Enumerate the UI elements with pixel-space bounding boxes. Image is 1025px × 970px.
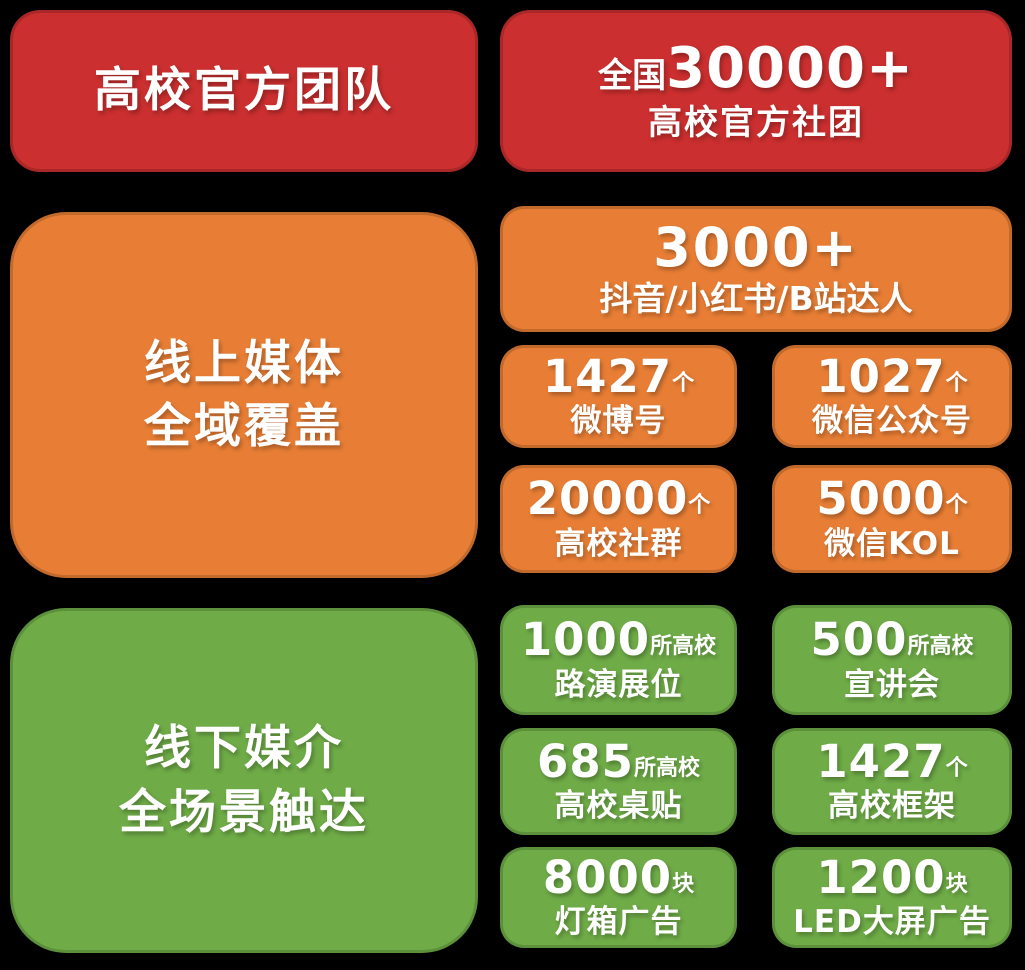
stat-label: 高校桌贴 [554,788,683,825]
stat-number-line: 1000所高校 [521,616,716,663]
stat-number-line: 20000个 [527,475,711,522]
stat-number: 1000 [520,613,651,667]
stat-card-lightbox-ads: 8000块 灯箱广告 [500,847,737,948]
stat-number-line: 1427个 [543,353,694,400]
stat-card-wechat-kol: 5000个 微信KOL [772,465,1012,573]
stat-card-campus-groups: 20000个 高校社群 [500,465,737,573]
stat-number: 1427 [542,349,673,403]
stat-number: 500 [810,613,908,667]
stat-unit: 个 [688,493,711,519]
stat-card-led-screen-ads: 1200块 LED大屏广告 [772,847,1012,948]
stat-card-info-session: 500所高校 宣讲会 [772,605,1012,715]
stat-label: 微信公众号 [812,403,972,440]
stat-label: 微信KOL [824,525,960,562]
stat-card-desk-sticker: 685所高校 高校桌贴 [500,728,737,835]
stat-unit: 个 [945,755,968,781]
official-teams-stat-card: 全国30000+ 高校官方社团 [500,10,1012,172]
stat-unit: 个 [945,370,968,396]
stat-label: 微博号 [570,403,667,440]
stat-label: 宣讲会 [844,666,940,703]
stat-number-line: 1427个 [816,738,967,785]
stat-label: 灯箱广告 [554,904,683,941]
stat-number: 1200 [816,850,946,904]
official-teams-title-card: 高校官方团队 [10,10,478,172]
online-feature-card: 3000+ 抖音/小红书/B站达人 [500,206,1012,332]
stat-unit: 块 [672,871,695,897]
stat-card-wechat-official: 1027个 微信公众号 [772,345,1012,448]
stat-unit: 所高校 [633,755,700,781]
stat-label: 高校社群 [554,525,683,562]
stat-label: 路演展位 [554,666,683,703]
offline-media-title-line2: 全场景触达 [119,784,369,840]
stat-number: 20000 [526,472,689,526]
online-media-title-line1: 线上媒体 [144,335,344,391]
stat-label: 高校框架 [828,788,956,825]
stat-number: 1027 [816,349,946,403]
stat-number-line: 685所高校 [537,738,700,785]
stat-number-line: 8000块 [543,854,694,901]
stat-number-line: 1027个 [816,353,967,400]
online-media-title-line2: 全域覆盖 [144,399,344,454]
stat-card-campus-frame: 1427个 高校框架 [772,728,1012,835]
stat-card-weibo: 1427个 微博号 [500,345,737,448]
stat-unit: 所高校 [907,634,974,660]
stat-unit: 个 [672,370,695,396]
stat-number: 8000 [542,850,673,904]
stat-unit: 块 [945,871,968,897]
stat-number: 1427 [816,734,946,788]
stat-label: LED大屏广告 [793,904,991,941]
official-teams-stat-prefix: 全国 [598,55,667,96]
stat-number-line: 500所高校 [811,616,974,663]
official-teams-stat-number: 30000+ [666,35,914,101]
stat-number: 5000 [816,472,946,526]
offline-media-title-card: 线下媒介 全场景触达 [10,608,478,953]
stat-unit: 所高校 [650,634,717,660]
stat-unit: 个 [945,493,968,519]
online-media-title-card: 线上媒体 全域覆盖 [10,212,478,578]
stat-number-line: 1200块 [816,854,967,901]
official-teams-title: 高校官方团队 [94,63,394,119]
official-teams-stat-label: 高校官方社团 [648,103,864,144]
online-feature-label: 抖音/小红书/B站达人 [599,278,913,318]
offline-media-title-line1: 线下媒介 [144,721,344,777]
online-feature-number: 3000+ [653,215,859,279]
stat-card-roadshow: 1000所高校 路演展位 [500,605,737,715]
official-teams-stat-number-line: 全国30000+ [598,35,914,101]
stat-number-line: 5000个 [816,475,967,522]
stat-number: 685 [537,734,634,788]
